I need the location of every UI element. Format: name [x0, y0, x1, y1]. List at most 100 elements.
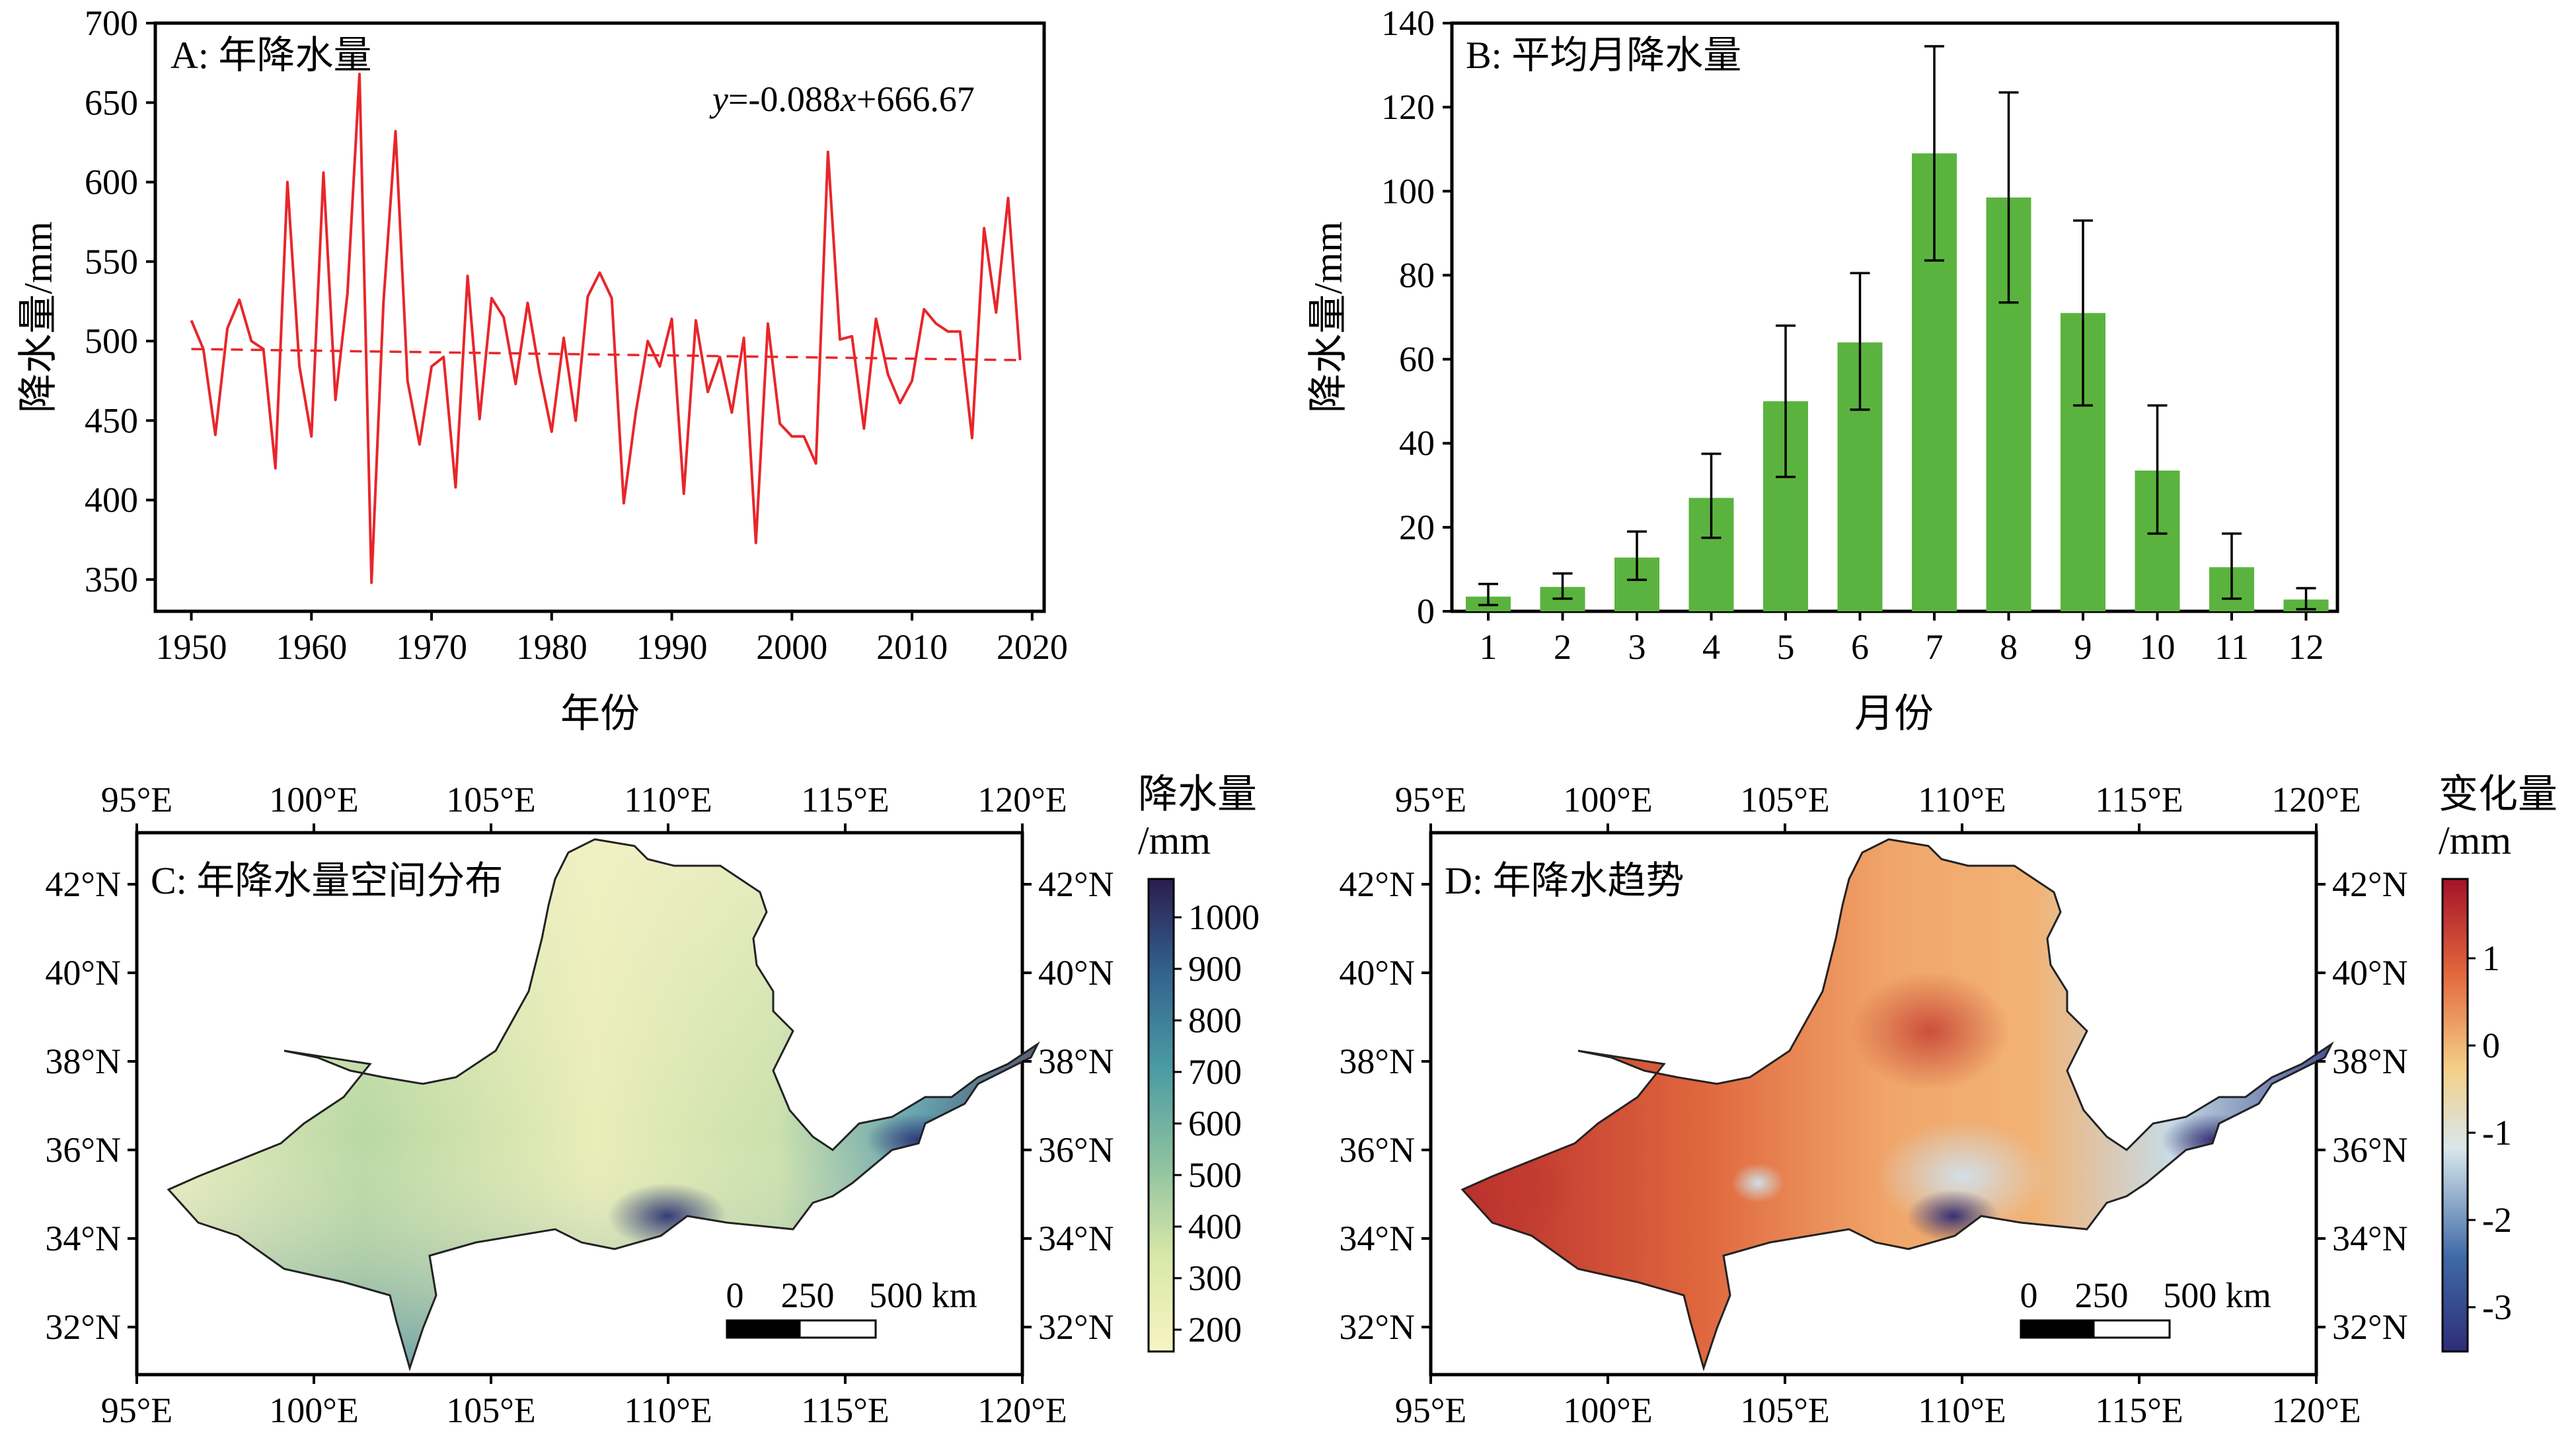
x-tick-label: 5 — [1777, 627, 1795, 667]
lon-tick-label: 100°E — [269, 780, 359, 819]
panel-a-ylabel: 降水量/mm — [17, 221, 60, 413]
colorbar-tick-label: 500 — [1188, 1155, 1242, 1195]
panel-b-x-ticks: 1 2 3 4 5 6 7 8 9 10 11 12 — [1480, 611, 2324, 667]
panel-a-trend-equation: y=-0.088x+666.67 — [709, 79, 975, 119]
panel-d-trend-map: D: 年降水趋势 0 250 500 km 95°E 100°E 105°E 110°… — [1339, 773, 2557, 1430]
lon-tick-label: 110°E — [1918, 1390, 2006, 1430]
panel-a-title: A: 年降水量 — [170, 34, 372, 77]
panel-c-lon-ticks-top: 95°E 100°E 105°E 110°E 115°E 120°E — [101, 780, 1067, 833]
y-tick-label: 60 — [1399, 340, 1435, 379]
lat-tick-label: 32°N — [45, 1307, 121, 1347]
scalebar-label-250: 250 — [781, 1275, 835, 1315]
panel-a-x-ticks: 1950 1960 1970 1980 1990 2000 2010 2020 — [156, 611, 1068, 667]
lon-tick-label: 100°E — [269, 1390, 359, 1430]
colorbar-tick-label: 1000 — [1188, 897, 1260, 937]
scalebar-label-500: 500 km — [869, 1275, 977, 1315]
panel-b-frame — [1450, 21, 2339, 613]
panel-c-colorbar: 降水量 /mm 1000 900 800 700 600 500 400 300 200 — [1138, 773, 1260, 1353]
lat-tick-label: 34°N — [2332, 1219, 2408, 1258]
lat-tick-label: 34°N — [1038, 1219, 1114, 1258]
panel-c-lon-ticks-bottom: 95°E 100°E 105°E 110°E 115°E 120°E — [101, 1375, 1067, 1430]
colorbar-c-gradient — [1147, 878, 1175, 1353]
lat-tick-label: 38°N — [1339, 1042, 1415, 1081]
lat-tick-label: 38°N — [45, 1042, 121, 1081]
lat-tick-label: 42°N — [2332, 864, 2408, 904]
panel-c-lat-ticks-left: 42°N 40°N 38°N 36°N 34°N 32°N — [45, 864, 137, 1347]
lon-tick-label: 95°E — [1395, 1390, 1467, 1430]
panel-a-annual-precipitation: A: 年降水量 y=-0.088x+666.67 降水量/mm 年份 1950 1… — [17, 3, 1068, 736]
panel-d-colorbar: 变化量 /mm 1 0 -1 -2 -3 — [2439, 773, 2557, 1353]
lon-tick-label: 110°E — [624, 1390, 712, 1430]
lat-tick-label: 36°N — [45, 1130, 121, 1170]
colorbar-tick-label: 700 — [1188, 1052, 1242, 1092]
x-tick-label: 1980 — [516, 627, 587, 667]
x-tick-label: 1 — [1480, 627, 1497, 667]
x-tick-label: 4 — [1702, 627, 1720, 667]
colorbar-tick-label: -3 — [2482, 1287, 2512, 1327]
colorbar-tick-label: -2 — [2482, 1200, 2512, 1240]
colorbar-d-title: 变化量 — [2439, 773, 2557, 816]
x-tick-label: 2020 — [997, 627, 1068, 667]
lat-tick-label: 36°N — [2332, 1130, 2408, 1170]
lat-tick-label: 36°N — [1339, 1130, 1415, 1170]
lon-tick-label: 95°E — [101, 780, 173, 819]
lon-tick-label: 105°E — [446, 1390, 536, 1430]
y-tick-label: 20 — [1399, 508, 1435, 547]
x-tick-label: 11 — [2215, 627, 2249, 667]
panel-c-frame — [135, 831, 1024, 1377]
colorbar-tick-label: 400 — [1188, 1207, 1242, 1246]
colorbar-tick-label: 0 — [2482, 1026, 2500, 1065]
lat-tick-label: 40°N — [1038, 953, 1114, 993]
y-tick-label: 400 — [85, 480, 138, 520]
y-tick-label: 350 — [85, 560, 138, 599]
lat-tick-label: 40°N — [1339, 953, 1415, 993]
x-tick-label: 6 — [1851, 627, 1869, 667]
x-tick-label: 9 — [2074, 627, 2092, 667]
panel-c-precipitation-map: C: 年降水量空间分布 0 250 500 km 95°E 100°E 105°E 1… — [45, 773, 1260, 1430]
panel-c-lat-ticks-right: 42°N 40°N 38°N 36°N 34°N 32°N — [1022, 864, 1114, 1347]
y-tick-label: 550 — [85, 242, 138, 282]
colorbar-c-unit: /mm — [1138, 819, 1211, 862]
colorbar-tick-label: 900 — [1188, 949, 1242, 989]
lon-tick-label: 120°E — [2271, 780, 2361, 819]
lon-tick-label: 95°E — [101, 1390, 173, 1430]
lon-tick-label: 105°E — [446, 780, 536, 819]
y-tick-label: 500 — [85, 321, 138, 361]
panel-a-y-ticks: 350 400 450 500 550 600 650 700 — [85, 3, 155, 599]
panel-b-xlabel: 月份 — [1854, 692, 1934, 736]
x-tick-label: 2 — [1554, 627, 1572, 667]
lat-tick-label: 42°N — [1339, 864, 1415, 904]
lat-tick-label: 32°N — [1038, 1307, 1114, 1347]
colorbar-tick-label: 200 — [1188, 1310, 1242, 1350]
panel-d-lat-ticks-right: 42°N 40°N 38°N 36°N 34°N 32°N — [2316, 864, 2408, 1347]
colorbar-d-unit: /mm — [2439, 819, 2511, 862]
colorbar-d-gradient — [2441, 878, 2469, 1353]
colorbar-tick-label: 300 — [1188, 1258, 1242, 1298]
lat-tick-label: 34°N — [45, 1219, 121, 1258]
y-tick-label: 0 — [1417, 591, 1435, 631]
colorbar-tick-label: 600 — [1188, 1104, 1242, 1143]
lat-tick-label: 42°N — [45, 864, 121, 904]
lat-tick-label: 32°N — [1339, 1307, 1415, 1347]
y-tick-label: 650 — [85, 83, 138, 122]
series-line-annual-precipitation — [190, 72, 1022, 584]
panel-b-y-ticks: 0 20 40 60 80 100 120 140 — [1381, 3, 1452, 631]
panel-c-scalebar: 0 250 500 km — [726, 1275, 977, 1339]
lat-tick-label: 32°N — [2332, 1307, 2408, 1347]
panel-b-plot — [1466, 45, 2329, 612]
colorbar-c-title: 降水量 — [1138, 773, 1257, 816]
scalebar-label-0: 0 — [726, 1275, 744, 1315]
colorbar-tick-label: -1 — [2482, 1113, 2512, 1153]
lon-tick-label: 100°E — [1563, 780, 1653, 819]
panel-a-plot — [190, 72, 1022, 584]
panel-d-lon-ticks-top: 95°E 100°E 105°E 110°E 115°E 120°E — [1395, 780, 2361, 833]
y-tick-label: 40 — [1399, 424, 1435, 463]
lat-tick-label: 34°N — [1339, 1219, 1415, 1258]
x-tick-label: 12 — [2289, 627, 2324, 667]
x-tick-label: 2010 — [876, 627, 948, 667]
panel-b-title: B: 平均月降水量 — [1466, 34, 1741, 77]
y-tick-label: 80 — [1399, 255, 1435, 295]
lon-tick-label: 115°E — [801, 1390, 890, 1430]
y-tick-label: 120 — [1381, 87, 1435, 127]
panel-b-ylabel: 降水量/mm — [1307, 221, 1350, 413]
